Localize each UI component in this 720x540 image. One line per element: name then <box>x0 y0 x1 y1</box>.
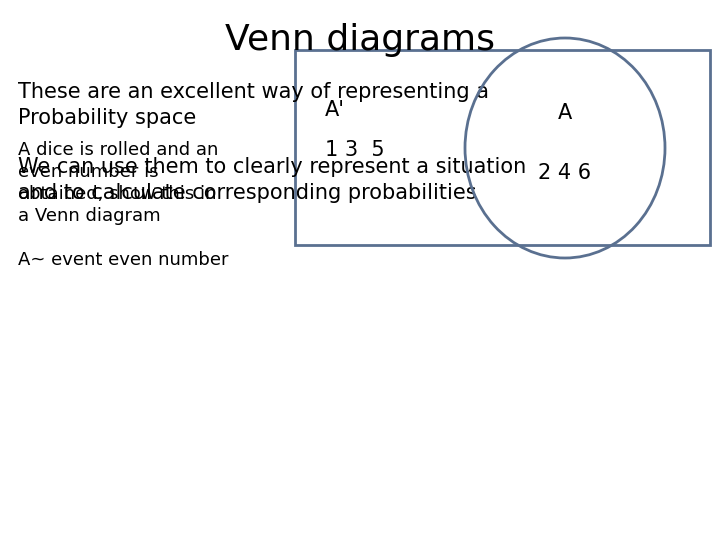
Text: obtained, show this in: obtained, show this in <box>18 185 217 203</box>
Text: 1 3  5: 1 3 5 <box>325 140 384 160</box>
Text: A~ event even number: A~ event even number <box>18 251 228 269</box>
Text: A': A' <box>325 100 345 120</box>
Text: Probability space: Probability space <box>18 108 197 128</box>
Text: 2 4 6: 2 4 6 <box>539 163 592 183</box>
Text: even number is: even number is <box>18 163 158 181</box>
Text: a Venn diagram: a Venn diagram <box>18 207 161 225</box>
Text: A dice is rolled and an: A dice is rolled and an <box>18 141 218 159</box>
Text: These are an excellent way of representing a: These are an excellent way of representi… <box>18 82 489 102</box>
Text: A: A <box>558 103 572 123</box>
Text: and to calculate corresponding probabilities: and to calculate corresponding probabili… <box>18 183 477 203</box>
Text: We can use them to clearly represent a situation: We can use them to clearly represent a s… <box>18 157 526 177</box>
Text: Venn diagrams: Venn diagrams <box>225 23 495 57</box>
